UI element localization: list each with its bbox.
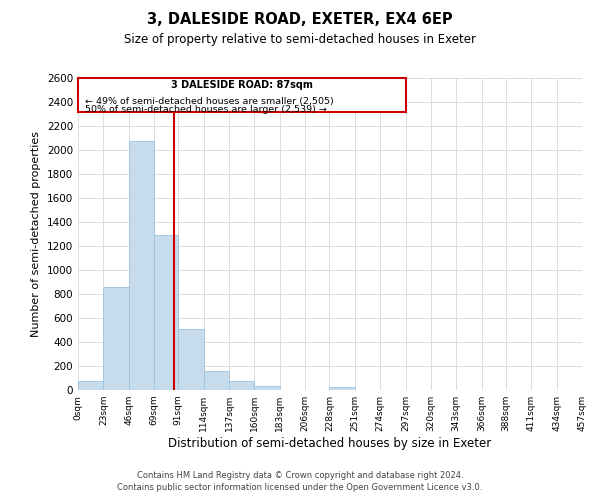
Bar <box>204 371 229 390</box>
Text: ← 49% of semi-detached houses are smaller (2,505): ← 49% of semi-detached houses are smalle… <box>85 96 334 106</box>
Bar <box>129 140 154 390</box>
Bar <box>103 287 129 390</box>
Y-axis label: Number of semi-detached properties: Number of semi-detached properties <box>31 130 41 337</box>
Text: 50% of semi-detached houses are larger (2,539) →: 50% of semi-detached houses are larger (… <box>85 105 326 114</box>
FancyBboxPatch shape <box>78 78 406 112</box>
Text: Size of property relative to semi-detached houses in Exeter: Size of property relative to semi-detach… <box>124 32 476 46</box>
Bar <box>154 235 178 390</box>
Text: 3, DALESIDE ROAD, EXETER, EX4 6EP: 3, DALESIDE ROAD, EXETER, EX4 6EP <box>147 12 453 28</box>
Bar <box>329 387 355 390</box>
Bar <box>178 328 204 390</box>
Bar <box>229 381 254 390</box>
X-axis label: Distribution of semi-detached houses by size in Exeter: Distribution of semi-detached houses by … <box>169 437 491 450</box>
Text: Contains HM Land Registry data © Crown copyright and database right 2024.
Contai: Contains HM Land Registry data © Crown c… <box>118 471 482 492</box>
Bar <box>254 386 280 390</box>
Bar <box>78 381 103 390</box>
Text: 3 DALESIDE ROAD: 87sqm: 3 DALESIDE ROAD: 87sqm <box>171 80 313 90</box>
